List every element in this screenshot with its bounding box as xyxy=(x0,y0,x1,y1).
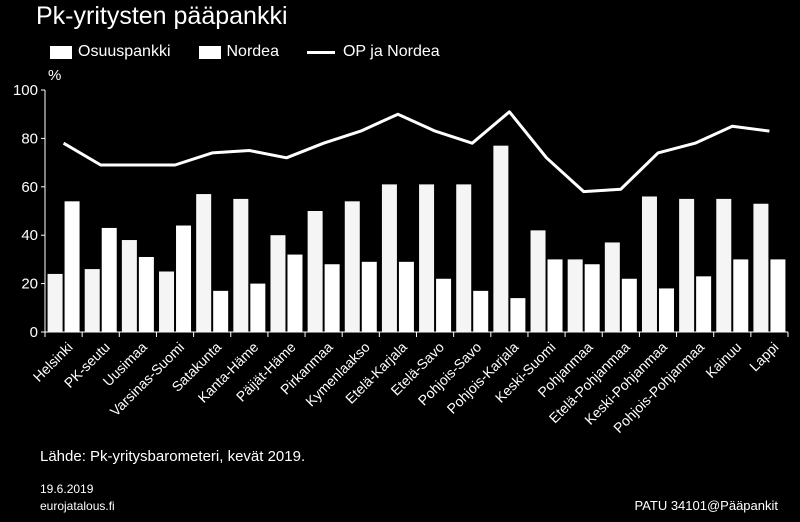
bar-nordea xyxy=(658,288,674,332)
bar-osuuspankki xyxy=(47,273,63,332)
bar-osuuspankki xyxy=(270,235,286,332)
legend: Osuuspankki Nordea OP ja Nordea xyxy=(50,40,468,64)
bar-nordea xyxy=(361,261,377,332)
legend-item-op-ja-nordea: OP ja Nordea xyxy=(306,43,440,61)
bar-osuuspankki xyxy=(530,230,546,332)
y-tick-label: 60 xyxy=(21,179,38,196)
bar-nordea xyxy=(547,259,563,332)
legend-swatch-nordea xyxy=(198,45,221,59)
bar-osuuspankki xyxy=(159,271,175,332)
y-tick-label: 0 xyxy=(30,324,38,341)
bar-osuuspankki xyxy=(233,198,249,332)
bar-nordea xyxy=(696,276,712,332)
site-label: eurojatalous.fi xyxy=(40,499,115,513)
bar-osuuspankki xyxy=(604,242,620,332)
legend-label-osuuspankki: Osuuspankki xyxy=(78,43,171,60)
y-tick-label: 100 xyxy=(13,82,38,99)
bar-osuuspankki xyxy=(716,198,732,332)
bar-osuuspankki xyxy=(679,198,695,332)
bar-osuuspankki xyxy=(381,184,397,332)
legend-swatch-osuuspankki xyxy=(50,45,72,59)
legend-label-nordea: Nordea xyxy=(226,43,279,60)
legend-swatch-op-ja-nordea xyxy=(306,50,335,54)
date-label: 19.6.2019 xyxy=(40,482,94,496)
y-tick-label: 80 xyxy=(21,130,38,147)
bar-nordea xyxy=(176,225,192,332)
source-note: Lähde: Pk-yritysbarometeri, kevät 2019. xyxy=(40,448,306,465)
bar-osuuspankki xyxy=(121,240,137,332)
bar-nordea xyxy=(398,261,414,332)
bar-nordea xyxy=(621,278,637,332)
bar-osuuspankki xyxy=(84,269,100,332)
x-tick-label: Kainuu xyxy=(702,339,744,381)
bar-nordea xyxy=(584,264,600,332)
bar-nordea xyxy=(436,278,452,332)
bar-nordea xyxy=(473,290,489,332)
y-tick-label: 40 xyxy=(21,227,38,244)
y-axis-unit: % xyxy=(48,67,61,84)
legend-item-osuuspankki: Osuuspankki xyxy=(50,43,171,61)
bar-nordea xyxy=(733,259,749,332)
bar-osuuspankki xyxy=(641,196,657,332)
patu-code: PATU 34101@Pääpankit xyxy=(634,498,778,513)
bar-osuuspankki xyxy=(419,184,435,332)
x-tick-label: Lappi xyxy=(746,339,782,375)
bar-nordea xyxy=(250,283,266,332)
bar-nordea xyxy=(213,290,229,332)
bar-nordea xyxy=(101,227,117,332)
bar-nordea xyxy=(770,259,786,332)
legend-label-op-ja-nordea: OP ja Nordea xyxy=(342,43,440,60)
bar-nordea xyxy=(64,201,80,332)
bar-osuuspankki xyxy=(344,201,360,332)
bar-osuuspankki xyxy=(456,184,472,332)
bar-osuuspankki xyxy=(307,211,323,332)
y-tick-label: 20 xyxy=(21,276,38,293)
chart-title: Pk-yritysten pääpankki xyxy=(36,2,288,30)
bar-osuuspankki xyxy=(567,259,583,332)
bar-osuuspankki xyxy=(493,145,509,332)
bar-osuuspankki xyxy=(196,194,212,332)
bar-osuuspankki xyxy=(753,203,769,332)
line-op-ja-nordea xyxy=(62,110,770,194)
legend-item-nordea: Nordea xyxy=(198,43,279,61)
bar-nordea xyxy=(287,254,303,332)
bar-nordea xyxy=(510,298,526,332)
bar-nordea xyxy=(324,264,340,332)
bar-nordea xyxy=(138,256,154,332)
chart-bars xyxy=(47,145,786,332)
chart-line xyxy=(62,110,770,194)
